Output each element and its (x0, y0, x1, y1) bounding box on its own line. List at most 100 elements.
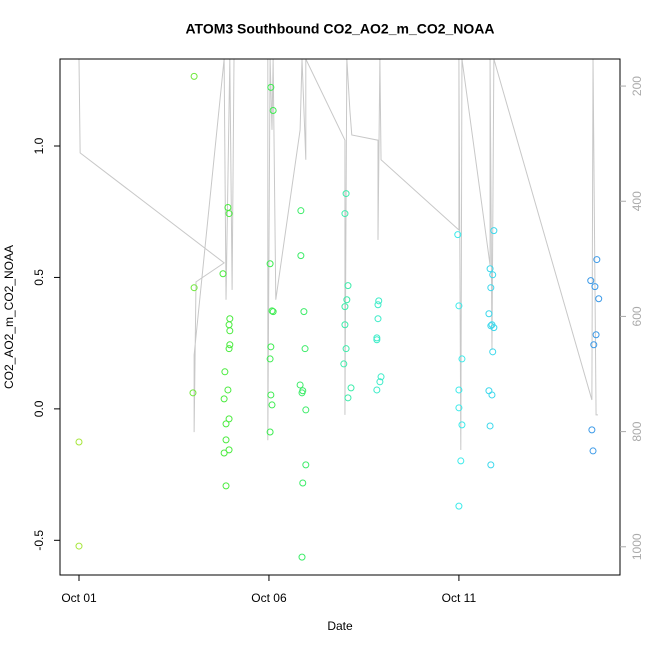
plot-frame (59, 58, 621, 576)
point (374, 315, 382, 323)
point (342, 345, 350, 353)
point (588, 426, 596, 434)
point (267, 83, 275, 91)
y-tick-label: 0.5 (32, 269, 46, 286)
point (269, 308, 277, 316)
point (343, 296, 351, 304)
point (75, 438, 83, 446)
plot-area (75, 59, 603, 561)
point (490, 324, 498, 332)
point (189, 389, 197, 397)
point (302, 406, 310, 414)
point (587, 277, 595, 285)
point (341, 321, 349, 329)
y2-tick-label: 800 (630, 421, 644, 441)
point (299, 479, 307, 487)
point (342, 190, 350, 198)
chart-title: ATOM3 Southbound CO2_AO2_m_CO2_NOAA (185, 21, 494, 37)
y2-tick-label: 200 (630, 76, 644, 96)
y-tick-label: 0.0 (32, 400, 46, 417)
point (375, 297, 383, 305)
y-axis-label: CO2_AO2_m_CO2_NOAA (2, 245, 16, 389)
point (454, 231, 462, 239)
point (486, 265, 494, 273)
point (222, 436, 230, 444)
x-axis-label: Date (327, 619, 353, 633)
point (591, 283, 599, 291)
point (489, 348, 497, 356)
y-tick-label: 1.0 (32, 137, 46, 154)
point (344, 282, 352, 290)
point (268, 307, 276, 315)
point (222, 420, 230, 428)
point (296, 381, 304, 389)
point (267, 391, 275, 399)
point (226, 327, 234, 335)
point (341, 303, 349, 311)
point (590, 341, 598, 349)
point (267, 343, 275, 351)
pressure-line (78, 59, 598, 451)
point (225, 210, 233, 218)
x-tick-label: Oct 06 (251, 591, 287, 605)
point (344, 394, 352, 402)
point (266, 355, 274, 363)
point (266, 428, 274, 436)
point (489, 271, 497, 279)
point (347, 384, 355, 392)
point (226, 341, 234, 349)
y2-tick-label: 400 (630, 191, 644, 211)
point (457, 457, 465, 465)
point (485, 310, 493, 318)
point (298, 553, 306, 561)
x-tick-label: Oct 11 (442, 591, 477, 605)
point (455, 386, 463, 394)
point (266, 260, 274, 268)
point (226, 315, 234, 323)
point (219, 270, 227, 278)
point (340, 360, 348, 368)
y2-tick-label: 1000 (630, 533, 644, 560)
point (225, 415, 233, 423)
point (589, 447, 597, 455)
point (220, 449, 228, 457)
point (592, 331, 600, 339)
point (488, 391, 496, 399)
point (302, 461, 310, 469)
point (490, 227, 498, 235)
point (377, 373, 385, 381)
point (376, 378, 384, 386)
point (220, 395, 228, 403)
point (75, 542, 83, 550)
point (486, 422, 494, 430)
point (298, 389, 306, 397)
point (300, 308, 308, 316)
point (487, 284, 495, 292)
point (455, 404, 463, 412)
point (373, 334, 381, 342)
point (224, 386, 232, 394)
y-tick-label: -0.5 (32, 530, 46, 551)
point (458, 421, 466, 429)
x-tick-label: Oct 01 (61, 591, 97, 605)
point (225, 345, 233, 353)
point (301, 345, 309, 353)
point (455, 502, 463, 510)
point (487, 461, 495, 469)
point (455, 302, 463, 310)
point (222, 482, 230, 490)
point (190, 284, 198, 292)
point (595, 295, 603, 303)
point (374, 301, 382, 309)
point (190, 72, 198, 80)
point (341, 210, 349, 218)
point (221, 368, 229, 376)
point (593, 256, 601, 264)
point (269, 107, 277, 115)
point (373, 336, 381, 344)
y2-tick-label: 600 (630, 306, 644, 326)
point (373, 386, 381, 394)
